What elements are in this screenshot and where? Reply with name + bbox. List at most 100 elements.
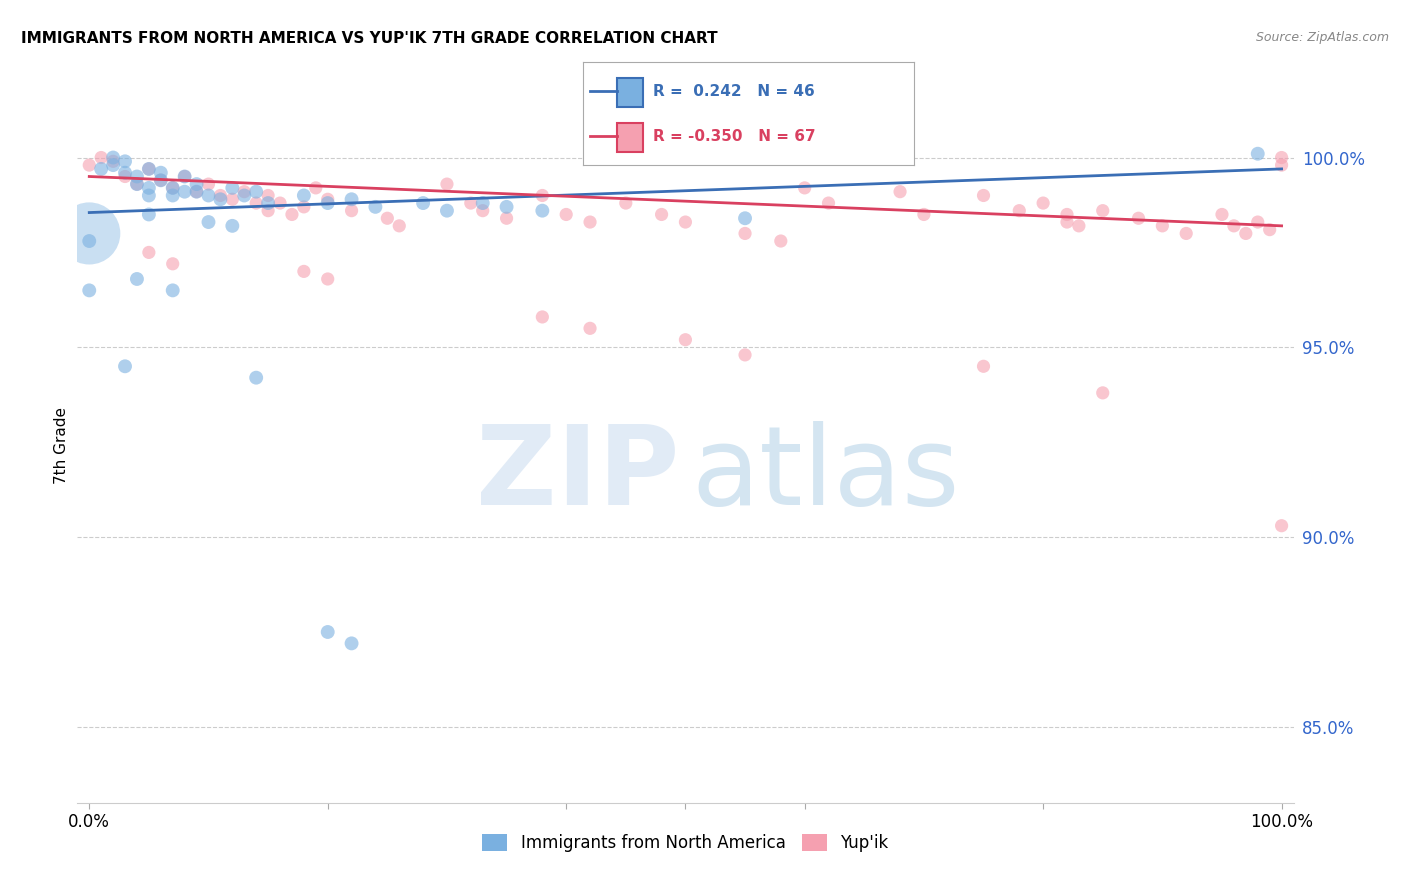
Point bbox=[257, 188, 280, 202]
Point bbox=[1247, 146, 1270, 161]
Point bbox=[375, 211, 398, 226]
Point bbox=[138, 161, 160, 176]
Point bbox=[209, 192, 232, 206]
Point bbox=[114, 154, 136, 169]
Point bbox=[973, 359, 995, 374]
Point bbox=[257, 203, 280, 218]
Point bbox=[1271, 158, 1294, 172]
Point bbox=[162, 257, 184, 271]
Point bbox=[245, 370, 267, 384]
Point bbox=[269, 196, 291, 211]
Point bbox=[114, 169, 136, 184]
Point bbox=[579, 215, 602, 229]
Point bbox=[340, 192, 363, 206]
Point bbox=[125, 169, 148, 184]
Point bbox=[197, 177, 219, 191]
Point bbox=[149, 173, 172, 187]
Point bbox=[675, 333, 697, 347]
Point bbox=[531, 188, 554, 202]
Text: ZIP: ZIP bbox=[477, 421, 679, 528]
Point bbox=[138, 181, 160, 195]
Point bbox=[651, 207, 673, 221]
Point bbox=[90, 161, 112, 176]
Point bbox=[1271, 151, 1294, 165]
Point bbox=[125, 177, 148, 191]
Point bbox=[1223, 219, 1246, 233]
Point bbox=[316, 625, 339, 640]
Point bbox=[734, 348, 756, 362]
Point bbox=[793, 181, 815, 195]
Point bbox=[197, 215, 219, 229]
Point bbox=[436, 177, 458, 191]
Point bbox=[460, 196, 482, 211]
Point bbox=[1032, 196, 1054, 211]
Point bbox=[555, 207, 578, 221]
Point bbox=[77, 284, 100, 298]
Point bbox=[769, 234, 792, 248]
Point bbox=[1091, 203, 1114, 218]
Point bbox=[436, 203, 458, 218]
Point bbox=[889, 185, 911, 199]
Point bbox=[340, 203, 363, 218]
Point bbox=[316, 196, 339, 211]
Point bbox=[1067, 219, 1090, 233]
Point bbox=[292, 200, 315, 214]
Text: Source: ZipAtlas.com: Source: ZipAtlas.com bbox=[1256, 31, 1389, 45]
Point bbox=[138, 207, 160, 221]
Point bbox=[495, 211, 517, 226]
Point bbox=[149, 166, 172, 180]
Point bbox=[1008, 203, 1031, 218]
Point bbox=[186, 177, 208, 191]
Point bbox=[388, 219, 411, 233]
Point bbox=[125, 272, 148, 286]
Point bbox=[186, 185, 208, 199]
Point bbox=[412, 196, 434, 211]
Point bbox=[77, 227, 100, 241]
Point bbox=[173, 169, 195, 184]
Point bbox=[973, 188, 995, 202]
Point bbox=[817, 196, 839, 211]
Bar bbox=[616, 123, 643, 152]
Point bbox=[495, 200, 517, 214]
Point bbox=[90, 151, 112, 165]
Legend: Immigrants from North America, Yup'ik: Immigrants from North America, Yup'ik bbox=[475, 827, 896, 859]
Text: IMMIGRANTS FROM NORTH AMERICA VS YUP'IK 7TH GRADE CORRELATION CHART: IMMIGRANTS FROM NORTH AMERICA VS YUP'IK … bbox=[21, 31, 717, 46]
Point bbox=[233, 185, 256, 199]
Point bbox=[221, 219, 243, 233]
Text: R =  0.242   N = 46: R = 0.242 N = 46 bbox=[652, 84, 814, 99]
Point bbox=[138, 245, 160, 260]
Bar bbox=[616, 78, 643, 106]
Point bbox=[138, 188, 160, 202]
Text: atlas: atlas bbox=[692, 421, 960, 528]
Point bbox=[125, 177, 148, 191]
Point bbox=[245, 196, 267, 211]
Point bbox=[101, 151, 124, 165]
Point bbox=[364, 200, 387, 214]
Point bbox=[1271, 518, 1294, 533]
Point bbox=[209, 188, 232, 202]
Point bbox=[614, 196, 637, 211]
Point bbox=[77, 158, 100, 172]
Point bbox=[531, 310, 554, 324]
Point bbox=[101, 154, 124, 169]
Point bbox=[1258, 222, 1281, 236]
Point bbox=[675, 215, 697, 229]
Point bbox=[138, 161, 160, 176]
Point bbox=[233, 188, 256, 202]
Point bbox=[173, 185, 195, 199]
Point bbox=[101, 158, 124, 172]
Point bbox=[1152, 219, 1174, 233]
Point bbox=[1056, 215, 1078, 229]
Point bbox=[221, 181, 243, 195]
Point bbox=[162, 188, 184, 202]
Point bbox=[186, 185, 208, 199]
Point bbox=[114, 359, 136, 374]
Point bbox=[340, 636, 363, 650]
Point bbox=[305, 181, 328, 195]
Point bbox=[1211, 207, 1233, 221]
Point bbox=[1247, 215, 1270, 229]
Point bbox=[221, 192, 243, 206]
Point bbox=[471, 203, 494, 218]
Point bbox=[149, 173, 172, 187]
Point bbox=[531, 203, 554, 218]
